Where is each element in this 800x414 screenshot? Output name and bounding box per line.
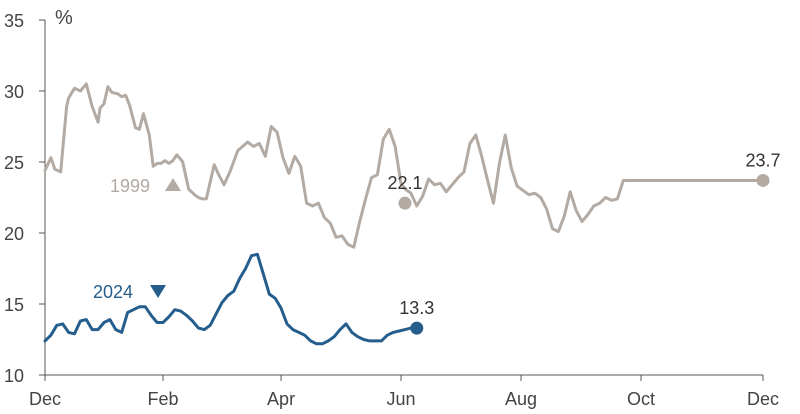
series-legend-markers: 1999 2024 — [93, 176, 181, 302]
series-line-1999 — [43, 82, 765, 249]
series-line-2024 — [43, 252, 419, 346]
y-tick-label: 25 — [4, 153, 24, 173]
y-tick-label: 20 — [4, 224, 24, 244]
x-tick-label: Oct — [627, 389, 655, 409]
x-tick-label: Dec — [747, 389, 779, 409]
end-point-1999 — [756, 173, 770, 187]
x-tick-label: Apr — [267, 389, 295, 409]
end-value-label-1999: 23.7 — [745, 150, 780, 170]
x-tick-label: Dec — [29, 389, 61, 409]
series-lines — [43, 82, 765, 346]
y-tick-label: 30 — [4, 82, 24, 102]
x-tick-label: Aug — [505, 389, 537, 409]
legend-label-1999: 1999 — [110, 176, 150, 196]
y-axis-unit-label: % — [55, 7, 73, 29]
legend-marker-1999 — [165, 178, 181, 191]
annotations: 23.7 22.1 13.3 — [387, 150, 781, 335]
x-tick-label: Jun — [387, 389, 416, 409]
legend-label-2024: 2024 — [93, 282, 133, 302]
x-ticks: Dec Feb Apr Jun Aug Oct Dec — [29, 375, 779, 409]
legend-marker-2024 — [150, 285, 166, 298]
x-tick-label: Feb — [148, 389, 179, 409]
y-tick-label: 35 — [4, 11, 24, 31]
y-tick-label: 15 — [4, 295, 24, 315]
annotation-label-1999: 22.1 — [387, 173, 422, 193]
end-value-label-2024: 13.3 — [399, 298, 434, 318]
annotation-point-1999 — [398, 196, 412, 210]
y-tick-label: 10 — [4, 366, 24, 386]
y-ticks: 10 15 20 25 30 35 — [4, 11, 45, 386]
end-point-2024 — [410, 321, 424, 335]
